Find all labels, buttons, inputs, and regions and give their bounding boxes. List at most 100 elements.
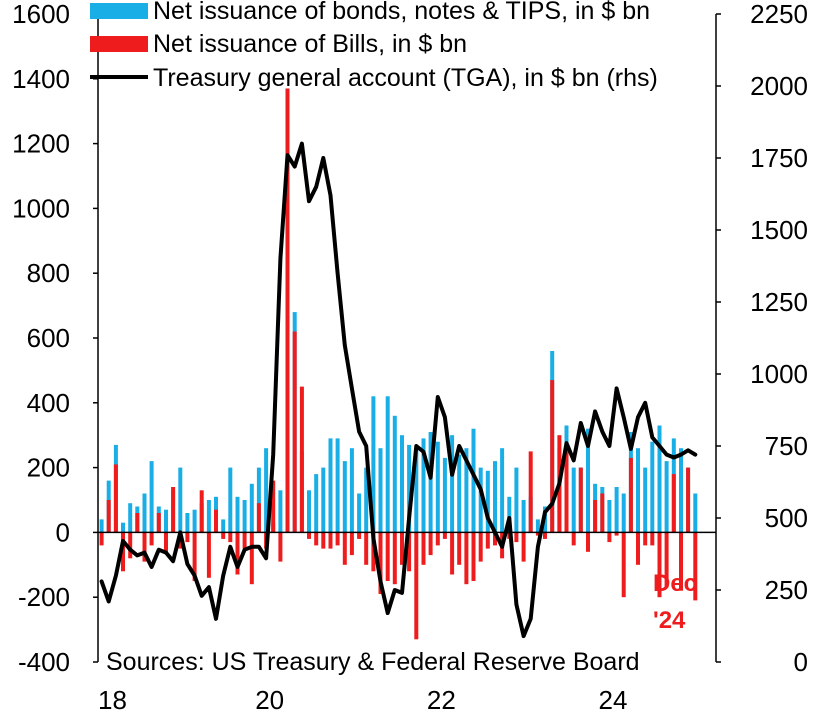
- bills-bar-2019-09: [242, 532, 247, 549]
- bills-bar-2021-10: [421, 532, 426, 565]
- bills-bar-2019-01: [185, 532, 190, 543]
- bills-bar-2020-03: [285, 88, 290, 533]
- bills-bar-2023-08: [578, 467, 583, 533]
- x-tick-label: 22: [427, 685, 456, 715]
- left-tick-label: 1400: [12, 64, 70, 94]
- bonds-bar-2019-04: [206, 500, 211, 533]
- bonds-bar-2021-06: [392, 415, 397, 533]
- bills-bar-2024-11: [686, 467, 691, 533]
- bonds-bar-2019-02: [192, 509, 197, 533]
- bonds-bar-2021-09: [414, 448, 419, 533]
- bills-bar-2023-11: [600, 493, 605, 533]
- bills-bar-2022-08: [493, 532, 497, 546]
- bills-bar-2023-10: [593, 500, 598, 533]
- bonds-bar-2022-06: [478, 467, 483, 533]
- bonds-bar-2024-08: [664, 461, 669, 533]
- legend: Net issuance of bonds, notes & TIPS, in …: [90, 0, 658, 92]
- bonds-bar-2021-10: [421, 438, 426, 533]
- bonds-bar-2022-10: [507, 496, 512, 533]
- left-tick-label: -200: [18, 582, 70, 612]
- bonds-bars: [99, 305, 698, 533]
- legend-swatch-bills: [90, 36, 148, 52]
- bills-bar-2020-11: [342, 532, 347, 565]
- bills-bar-2022-03: [457, 532, 462, 565]
- right-tick-label: 500: [765, 503, 808, 533]
- bills-bar-2021-05: [385, 532, 390, 581]
- bonds-bar-2020-12: [349, 448, 354, 533]
- bonds-bar-2018-01: [99, 519, 104, 533]
- left-tick-label: 1600: [12, 0, 70, 29]
- left-axis-ticks: -400 -200 0 200 400 600 800 1000 1200 1400 1600: [12, 0, 98, 677]
- bonds-bar-2020-09: [328, 438, 333, 533]
- bills-bar-2018-09: [156, 513, 161, 533]
- bonds-bar-2024-06: [650, 441, 655, 533]
- left-tick-label: 800: [27, 258, 70, 288]
- bills-bar-2021-06: [392, 532, 397, 585]
- bonds-bar-2023-12: [607, 500, 612, 533]
- bills-bar-2024-04: [636, 532, 640, 565]
- bills-bar-2018-07: [142, 532, 147, 562]
- right-tick-label: 1000: [750, 359, 808, 389]
- right-tick-label: 750: [765, 431, 808, 461]
- bills-bar-2024-03: [628, 457, 633, 533]
- bills-bar-2020-02: [278, 532, 283, 562]
- bills-bar-2024-01: [614, 532, 619, 536]
- bills-bar-2019-05: [214, 509, 218, 533]
- left-tick-label: 200: [27, 453, 70, 483]
- bills-bar-2022-11: [514, 532, 519, 543]
- right-tick-label: 1750: [750, 143, 808, 173]
- bills-bar-2021-11: [428, 532, 433, 556]
- bonds-bar-2023-09: [586, 428, 590, 533]
- bills-bar-2020-07: [314, 532, 319, 546]
- bills-bar-2018-10: [164, 532, 168, 552]
- bills-bar-2019-08: [235, 532, 240, 575]
- bills-bar-2022-12: [521, 532, 526, 562]
- bonds-bar-2020-06: [307, 490, 311, 533]
- bills-bar-2018-08: [149, 532, 154, 546]
- bonds-bar-2019-10: [249, 483, 254, 533]
- legend-label-bills: Net issuance of Bills, in $ bn: [153, 30, 467, 58]
- bonds-bar-2019-06: [221, 519, 226, 533]
- right-axis-ticks: 0 250 500 750 1000 1250 1500 1750 2000 2250: [716, 0, 808, 677]
- bonds-bar-2021-07: [400, 435, 404, 533]
- bonds-bar-2024-04: [636, 448, 640, 533]
- bonds-bar-2020-07: [314, 474, 319, 533]
- bonds-bar-2023-02: [535, 519, 540, 533]
- bills-bar-2024-06: [650, 532, 655, 546]
- bills-bar-2018-01: [99, 532, 104, 546]
- annotation-24: '24: [653, 607, 686, 634]
- bills-bar-2023-03: [543, 532, 547, 539]
- bills-bar-2019-02: [192, 532, 197, 581]
- bonds-bar-2021-04: [378, 448, 383, 533]
- bills-bar-2019-03: [199, 490, 204, 533]
- bonds-bar-2024-10: [679, 448, 683, 533]
- bonds-bar-2019-01: [185, 513, 190, 533]
- bills-bar-2022-02: [450, 532, 455, 575]
- bonds-bar-2022-05: [471, 428, 476, 533]
- bills-bar-2024-09: [671, 474, 676, 533]
- x-tick-label: 18: [98, 685, 127, 715]
- bills-bar-2019-06: [221, 532, 226, 539]
- bonds-bar-2022-09: [500, 448, 505, 533]
- annotation-dec: Dec: [653, 570, 697, 597]
- bills-bar-2024-07: [657, 532, 662, 598]
- bonds-bar-2019-11: [256, 467, 261, 533]
- bills-bar-2023-09: [586, 532, 590, 552]
- bonds-bar-2024-05: [643, 467, 648, 533]
- bills-bar-2023-04: [550, 380, 555, 533]
- bonds-bar-2024-12: [693, 493, 698, 533]
- bonds-bar-2022-08: [493, 461, 497, 533]
- bills-bar-2020-10: [335, 532, 340, 546]
- bonds-bar-2024-07: [657, 425, 662, 533]
- legend-label-bonds: Net issuance of bonds, notes & TIPS, in …: [153, 0, 650, 25]
- x-tick-label: 24: [599, 685, 628, 715]
- legend-label-tga: Treasury general account (TGA), in $ bn …: [153, 64, 658, 92]
- bills-bar-2018-11: [171, 487, 176, 533]
- bills-bar-2019-07: [228, 532, 233, 543]
- bonds-bar-2020-08: [321, 467, 326, 533]
- bonds-bar-2024-02: [621, 493, 626, 533]
- bills-bar-2020-06: [307, 532, 311, 539]
- bills-bar-2019-10: [249, 532, 254, 585]
- bills-bar-2023-06: [564, 448, 569, 533]
- right-tick-label: 2000: [750, 71, 808, 101]
